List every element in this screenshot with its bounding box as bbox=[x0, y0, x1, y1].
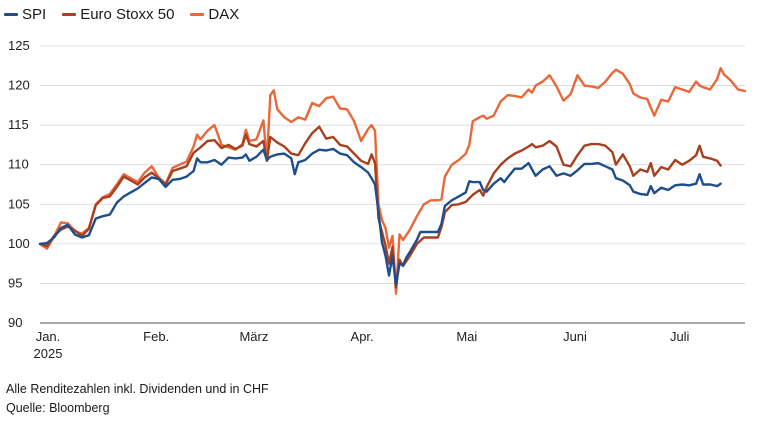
y-tick-label-100: 100 bbox=[8, 236, 30, 251]
x-tick-label-jan: Jan. bbox=[36, 329, 61, 344]
x-tick-sublabel-year: 2025 bbox=[34, 346, 63, 361]
x-axis: Jan. 2025 Feb. März Apr. Mai Juni Juli bbox=[34, 329, 690, 361]
y-tick-label-105: 105 bbox=[8, 196, 30, 211]
legend-swatch-spi bbox=[4, 13, 18, 16]
legend-label-dax: DAX bbox=[208, 6, 240, 23]
y-tick-label-120: 120 bbox=[8, 78, 30, 93]
note-source: Quelle: Bloomberg bbox=[6, 401, 110, 415]
line-chart: 90 95 100 105 110 115 120 125 Jan. 2025 Feb. März A… bbox=[8, 38, 747, 361]
series-line-spi bbox=[38, 147, 722, 287]
legend-item-dax: DAX bbox=[190, 6, 239, 23]
chart-gridlines bbox=[40, 45, 745, 324]
y-axis: 90 95 100 105 110 115 120 125 bbox=[8, 38, 30, 330]
x-tick-label-feb: Feb. bbox=[143, 329, 169, 344]
y-tick-label-110: 110 bbox=[8, 157, 29, 172]
legend-swatch-dax bbox=[190, 13, 205, 16]
series-line-euro-stoxx-50 bbox=[38, 125, 722, 289]
x-tick-label-apr: Apr. bbox=[351, 329, 374, 344]
y-tick-label-90: 90 bbox=[8, 315, 22, 330]
legend-swatch-euro-stoxx-50 bbox=[62, 13, 77, 16]
legend-item-spi: SPI bbox=[4, 6, 46, 23]
x-tick-label-mai: Mai bbox=[456, 329, 477, 344]
chart-series bbox=[38, 67, 747, 295]
x-tick-label-juni: Juni bbox=[563, 329, 587, 344]
chart-legend: SPI Euro Stoxx 50 DAX bbox=[4, 6, 239, 23]
series-line-dax bbox=[38, 67, 747, 295]
note-returns: Alle Renditezahlen inkl. Dividenden und … bbox=[6, 382, 269, 396]
chart-notes: Alle Renditezahlen inkl. Dividenden und … bbox=[6, 380, 269, 418]
x-tick-label-märz: März bbox=[239, 329, 268, 344]
x-tick-label-juli: Juli bbox=[670, 329, 690, 344]
y-tick-label-95: 95 bbox=[8, 275, 22, 290]
y-tick-label-115: 115 bbox=[8, 117, 29, 132]
y-tick-label-125: 125 bbox=[8, 38, 30, 53]
legend-label-euro-stoxx-50: Euro Stoxx 50 bbox=[80, 6, 175, 23]
legend-label-spi: SPI bbox=[22, 6, 47, 23]
legend-item-euro-stoxx-50: Euro Stoxx 50 bbox=[62, 6, 174, 23]
